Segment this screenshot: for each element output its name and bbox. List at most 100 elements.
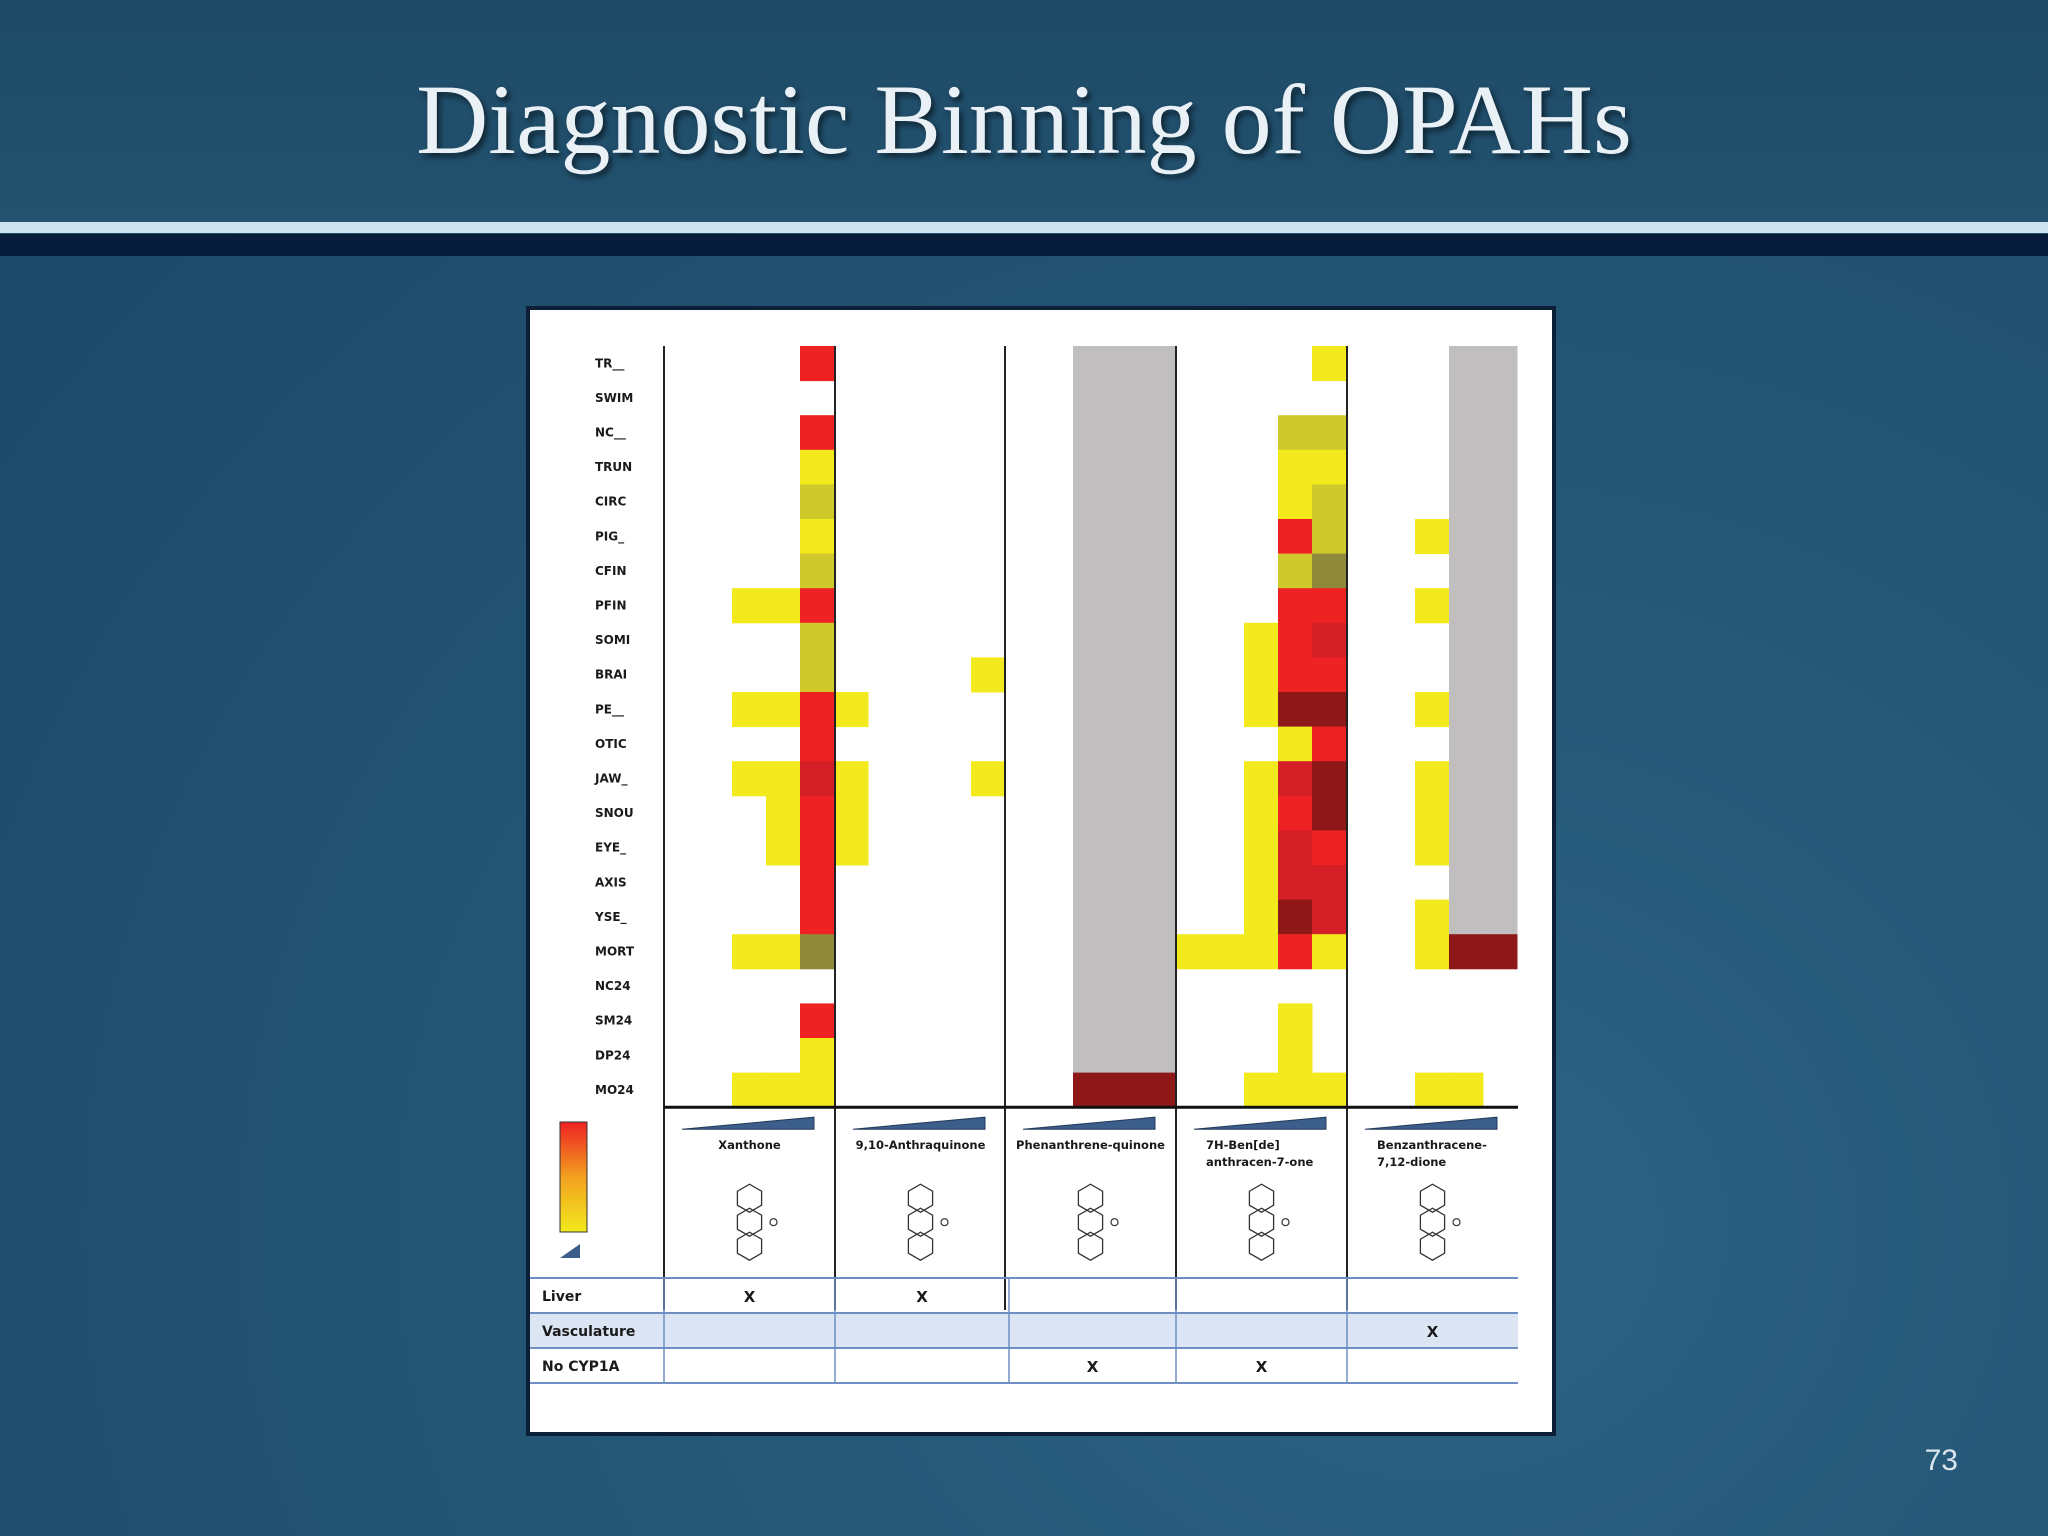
heatmap-cell <box>1073 1038 1108 1074</box>
heatmap-cell <box>1073 865 1108 901</box>
heatmap-cell <box>800 415 835 451</box>
heatmap-cell <box>1449 484 1484 520</box>
heatmap-cell <box>1141 934 1176 970</box>
row-label: MORT <box>595 945 635 959</box>
heatmap-cell <box>1073 588 1108 624</box>
heatmap-cell <box>1278 553 1313 589</box>
heatmap-cell <box>1278 415 1313 451</box>
heatmap-cell <box>1449 899 1484 935</box>
heatmap-cell <box>1244 899 1279 935</box>
heatmap-cell <box>800 553 835 589</box>
bin-row-shade <box>530 1313 1518 1348</box>
row-label: NC24 <box>595 979 631 993</box>
row-label: SWIM <box>595 391 633 405</box>
heatmap-cell <box>1107 761 1142 797</box>
heatmap-cell <box>1141 588 1176 624</box>
heatmap-cell <box>1278 692 1313 728</box>
color-legend <box>559 1121 588 1258</box>
heatmap-cell <box>1107 553 1142 589</box>
heatmap-cell <box>1073 415 1108 451</box>
heatmap-cell <box>1449 865 1484 901</box>
heatmap-cell <box>800 1072 835 1108</box>
compound-panel: Xanthone 9,10-Anthraquinone Phenanthrene-q… <box>681 1116 1498 1261</box>
heatmap-cell <box>1312 449 1347 485</box>
heatmap-cell <box>732 1072 767 1108</box>
row-label: CFIN <box>595 564 627 578</box>
heatmap-cell <box>1278 588 1313 624</box>
heatmap-cell <box>1141 346 1176 382</box>
compound-name: anthracen-7-one <box>1206 1155 1314 1169</box>
heatmap-cell <box>1107 899 1142 935</box>
heatmap-cell <box>1141 449 1176 485</box>
row-label: BRAI <box>595 668 627 682</box>
heatmap-cell <box>1107 865 1142 901</box>
heatmap-cell <box>800 865 835 901</box>
heatmap-cell <box>1449 830 1484 866</box>
heatmap-cell <box>1312 934 1347 970</box>
heatmap-cell <box>1107 622 1142 658</box>
heatmap-cell <box>1449 795 1484 831</box>
heatmap-cell <box>800 449 835 485</box>
heatmap-cell <box>1141 484 1176 520</box>
heatmap-cell <box>1141 622 1176 658</box>
compound-name: 9,10-Anthraquinone <box>856 1138 986 1152</box>
heatmap-cell <box>1278 830 1313 866</box>
compound-name: Phenanthrene-quinone <box>1016 1138 1165 1152</box>
heatmap-cell <box>1073 657 1108 693</box>
row-label: JAW_ <box>594 772 627 787</box>
heatmap-cell <box>1244 934 1279 970</box>
heatmap-cell <box>1244 692 1279 728</box>
heatmap-cell <box>1449 934 1484 970</box>
heatmap-cell <box>1107 830 1142 866</box>
heatmap-cell <box>1073 380 1108 416</box>
title-bar <box>0 0 2048 222</box>
heatmap-cell <box>1141 415 1176 451</box>
heatmap-cell <box>1278 1072 1313 1108</box>
row-label: PIG_ <box>595 529 624 544</box>
slide-title: Diagnostic Binning of OPAHs <box>416 64 1632 175</box>
row-label: SNOU <box>595 806 634 820</box>
row-label: OTIC <box>595 737 627 751</box>
heatmap-cell <box>800 1038 835 1074</box>
heatmap-cell <box>1483 899 1518 935</box>
heatmap-cell <box>1073 692 1108 728</box>
compound-name: 7,12-dione <box>1377 1155 1446 1169</box>
heatmap-cell <box>1415 830 1450 866</box>
heatmap-cell <box>1278 484 1313 520</box>
bin-row-label: Vasculature <box>542 1324 635 1340</box>
heatmap-cell <box>1244 657 1279 693</box>
heatmap-cell <box>1312 726 1347 762</box>
heatmap-cell <box>1278 1038 1313 1074</box>
heatmap-cell <box>1449 761 1484 797</box>
heatmap-cell <box>1312 553 1347 589</box>
heatmap-cell <box>1483 865 1518 901</box>
heatmap-cell <box>1073 795 1108 831</box>
heatmap-cell <box>1141 726 1176 762</box>
heatmap-cell <box>1073 519 1108 555</box>
heatmap-cell <box>1415 899 1450 935</box>
heatmap-cell <box>1107 657 1142 693</box>
heatmap-cell <box>1312 795 1347 831</box>
heatmap-figure: TR__ SWIM NC__ TRUN CIRC PIG_ CFIN PFIN SOMI BRAI… <box>530 346 1518 1384</box>
heatmap-cell <box>1415 761 1450 797</box>
row-label: EYE_ <box>595 841 626 856</box>
heatmap-cell <box>1449 380 1484 416</box>
heatmap-cell <box>1244 795 1279 831</box>
heatmap-cell <box>766 588 801 624</box>
heatmap-cell <box>1483 553 1518 589</box>
heatmap-cell <box>1107 449 1142 485</box>
heatmap-cell <box>1141 830 1176 866</box>
heatmap-cell <box>800 795 835 831</box>
heatmap-cell <box>1312 588 1347 624</box>
heatmap-cell <box>1278 519 1313 555</box>
heatmap-cell <box>1278 622 1313 658</box>
row-label: PE__ <box>595 702 624 717</box>
heatmap-cell <box>1312 519 1347 555</box>
heatmap-cell <box>1141 1072 1176 1108</box>
heatmap-cell <box>800 726 835 762</box>
concentration-wedge-icon <box>1193 1116 1327 1130</box>
heatmap-cell <box>1312 657 1347 693</box>
heatmap-cell <box>800 830 835 866</box>
molecule-structure-icon <box>736 1183 778 1261</box>
heatmap-cell <box>1415 692 1450 728</box>
